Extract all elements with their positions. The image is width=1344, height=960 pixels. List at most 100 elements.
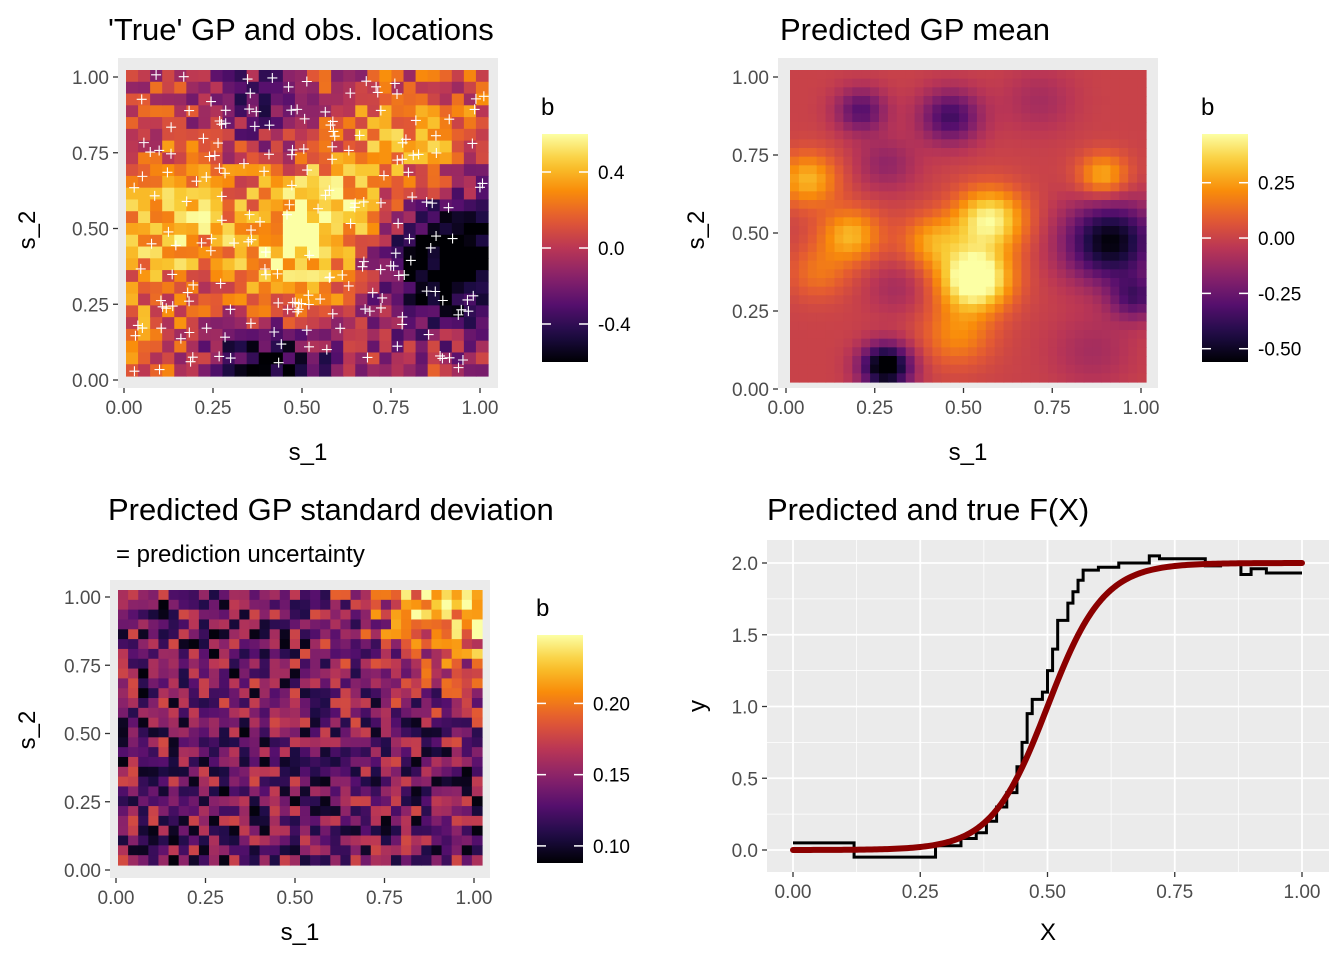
observation-point: [145, 147, 156, 158]
heatmap-cell: [968, 200, 978, 210]
heatmap-cell: [441, 619, 453, 630]
heatmap-cell: [158, 590, 170, 601]
heatmap-cell: [1012, 182, 1022, 192]
heatmap-cell: [320, 766, 331, 778]
heatmap-cell: [246, 199, 260, 212]
heatmap-cell: [158, 756, 170, 768]
heatmap-cell: [914, 165, 925, 175]
heatmap-cell: [331, 70, 344, 83]
heatmap-cell: [186, 317, 199, 330]
heatmap-cell: [1003, 234, 1014, 244]
heatmap-cell: [887, 122, 898, 132]
heatmap-cell: [198, 164, 212, 177]
heatmap-cell: [128, 590, 139, 601]
heatmap-cell: [210, 305, 224, 318]
x-tick-label: 0.25: [902, 882, 939, 903]
heatmap-cell: [360, 609, 372, 621]
heatmap-cell: [843, 286, 853, 296]
heatmap-cell: [150, 246, 163, 259]
heatmap-cell: [439, 105, 453, 118]
heatmap-cell: [1128, 70, 1138, 80]
heatmap-cell: [367, 211, 380, 224]
heatmap-cell: [246, 305, 260, 318]
observation-point: [184, 327, 195, 338]
heatmap-cell: [391, 727, 402, 738]
heatmap-cell: [300, 727, 311, 738]
heatmap-cell: [896, 356, 907, 366]
heatmap-cell: [282, 152, 296, 165]
heatmap-cell: [879, 191, 889, 201]
heatmap-cell: [320, 619, 331, 630]
heatmap-cell: [1128, 87, 1138, 97]
heatmap-cell: [790, 234, 800, 244]
heatmap-cell: [1039, 312, 1049, 322]
heatmap-cell: [1021, 70, 1031, 80]
heatmap-cell: [411, 815, 422, 827]
heatmap-cell: [441, 756, 453, 768]
heatmap-cell: [431, 786, 443, 797]
heatmap-cell: [1110, 122, 1120, 132]
heatmap-cell: [307, 352, 320, 365]
observation-point: [350, 198, 361, 209]
heatmap-cell: [1057, 338, 1067, 348]
heatmap-cell: [941, 130, 951, 140]
heatmap-cell: [914, 269, 925, 279]
heatmap-cell: [1048, 87, 1058, 97]
heatmap-cell: [331, 258, 344, 271]
observation-point: [447, 233, 458, 244]
heatmap-cell: [379, 117, 393, 130]
heatmap-cell: [887, 252, 898, 262]
heatmap-cell: [340, 786, 352, 797]
observation-point: [276, 339, 287, 350]
heatmap-cell: [451, 152, 465, 165]
heatmap-cell: [1030, 165, 1040, 175]
heatmap-cell: [319, 234, 332, 248]
heatmap-cell: [431, 727, 443, 738]
heatmap-cell: [174, 364, 187, 377]
heatmap-cell: [269, 786, 281, 797]
heatmap-cell: [403, 340, 417, 354]
heatmap-cell: [1021, 304, 1031, 314]
heatmap-cell: [461, 756, 473, 768]
heatmap-cell: [968, 356, 978, 366]
heatmap-cell: [807, 321, 818, 331]
heatmap-cell: [790, 191, 800, 201]
heatmap-cells: [790, 70, 1147, 383]
heatmap-cell: [968, 87, 978, 97]
heatmap-cell: [246, 164, 260, 177]
heatmap-cell: [816, 182, 827, 192]
heatmap-cell: [343, 223, 356, 236]
heatmap-cell: [380, 688, 392, 699]
observation-point: [214, 163, 225, 174]
observation-point: [303, 290, 314, 301]
heatmap-cell: [234, 317, 248, 330]
heatmap-cell: [1057, 182, 1067, 192]
heatmap-cell: [959, 260, 969, 270]
heatmap-cell: [1057, 356, 1067, 366]
heatmap-cell: [380, 668, 392, 679]
heatmap-cell: [126, 223, 139, 236]
heatmap-cell: [401, 825, 412, 837]
heatmap-cell: [879, 373, 889, 383]
heatmap-cell: [380, 678, 392, 689]
heatmap-cell: [1003, 286, 1014, 296]
heatmap-cell: [411, 707, 422, 719]
observation-point: [320, 190, 331, 201]
heatmap-cell: [1092, 156, 1103, 166]
heatmap-cell: [300, 835, 311, 846]
heatmap-cell: [222, 164, 236, 177]
heatmap-cell: [475, 281, 489, 295]
heatmap-cell: [1065, 312, 1076, 322]
heatmap-cell: [441, 727, 453, 738]
heatmap-cell: [887, 87, 898, 97]
heatmap-cell: [258, 211, 272, 224]
heatmap-cell: [451, 806, 463, 817]
observation-point: [313, 203, 324, 214]
heatmap-cell: [319, 281, 332, 295]
heatmap-cell: [1012, 130, 1022, 140]
heatmap-cell: [1083, 347, 1094, 357]
heatmap-cell: [941, 139, 951, 149]
observation-point: [453, 362, 464, 373]
heatmap-cell: [209, 806, 220, 817]
heatmap-cell: [158, 776, 170, 788]
